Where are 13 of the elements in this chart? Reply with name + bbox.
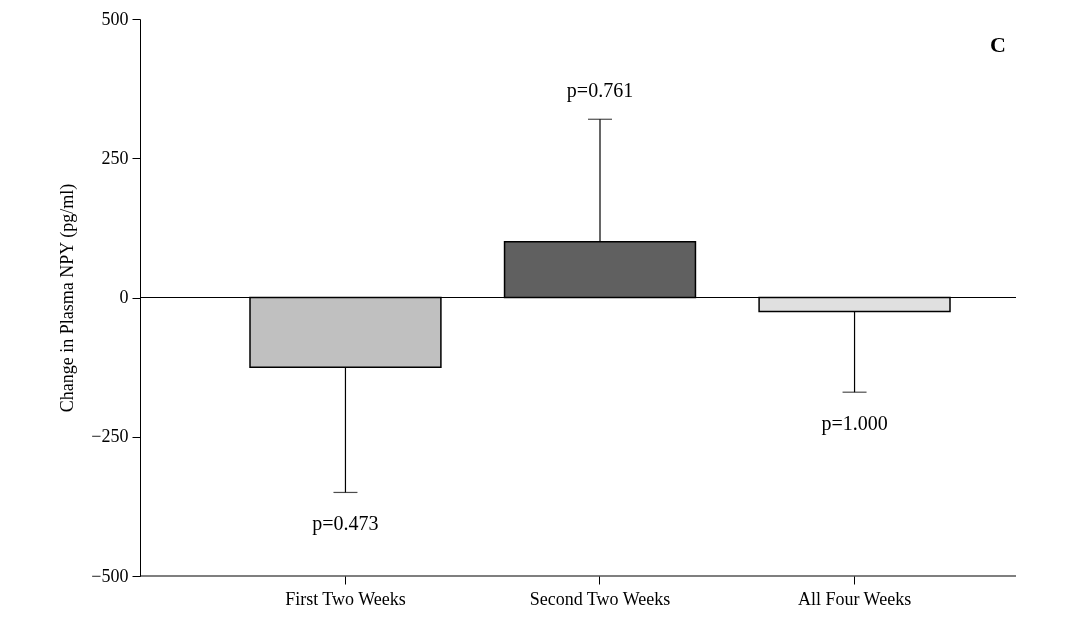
x-tick-label: First Two Weeks bbox=[285, 588, 406, 609]
annotation: C bbox=[990, 32, 1006, 57]
y-tick-label: 500 bbox=[101, 8, 129, 29]
x-tick-label: All Four Weeks bbox=[797, 588, 912, 609]
y-tick-label: −500 bbox=[91, 565, 129, 586]
y-tick-label: −250 bbox=[91, 426, 129, 447]
y-tick-label: 250 bbox=[101, 147, 129, 168]
annotation: p=0.761 bbox=[566, 79, 634, 103]
x-tick-label: Second Two Weeks bbox=[529, 588, 671, 609]
y-tick-label: 0 bbox=[119, 287, 129, 307]
y-axis-title: Change in Plasma NPY (pg/ml) bbox=[57, 183, 79, 413]
annotation: p=0.473 bbox=[312, 512, 379, 536]
annotation: p=1.000 bbox=[821, 412, 888, 436]
